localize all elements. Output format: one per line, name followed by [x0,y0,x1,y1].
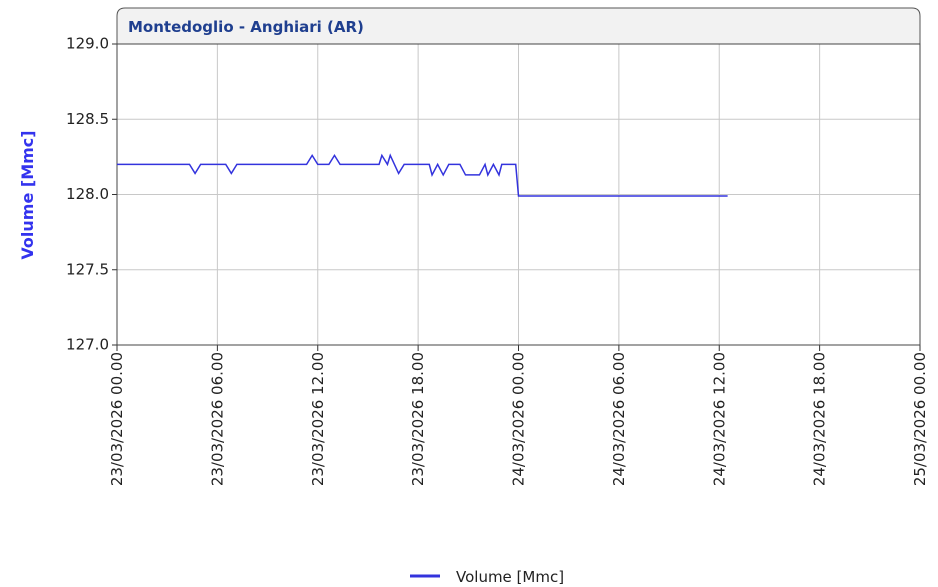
y-tick-label: 128.0 [66,185,109,203]
y-tick-label: 129.0 [66,35,109,53]
x-tick-label: 24/03/2026 18.00 [811,352,829,486]
x-tick-label: 23/03/2026 18.00 [409,352,427,486]
y-tick-label: 128.5 [66,110,109,128]
x-tick-label: 23/03/2026 12.00 [309,352,327,486]
x-tick-label: 23/03/2026 06.00 [208,352,226,486]
y-tick-label: 127.0 [66,336,109,354]
y-axis-label: Volume [Mmc] [18,130,37,259]
chart-title: Montedoglio - Anghiari (AR) [128,18,364,36]
x-tick-label: 24/03/2026 00.00 [510,352,528,486]
plot-border [116,43,921,346]
legend-label: Volume [Mmc] [456,568,564,586]
x-tick-label: 25/03/2026 00.00 [911,352,929,486]
x-tick-label: 24/03/2026 06.00 [610,352,628,486]
x-tick-label: 24/03/2026 12.00 [710,352,728,486]
y-tick-label: 127.5 [66,260,109,278]
x-tick-label: 23/03/2026 00.00 [108,352,126,486]
data-line [117,153,728,197]
title-tab [116,7,921,45]
